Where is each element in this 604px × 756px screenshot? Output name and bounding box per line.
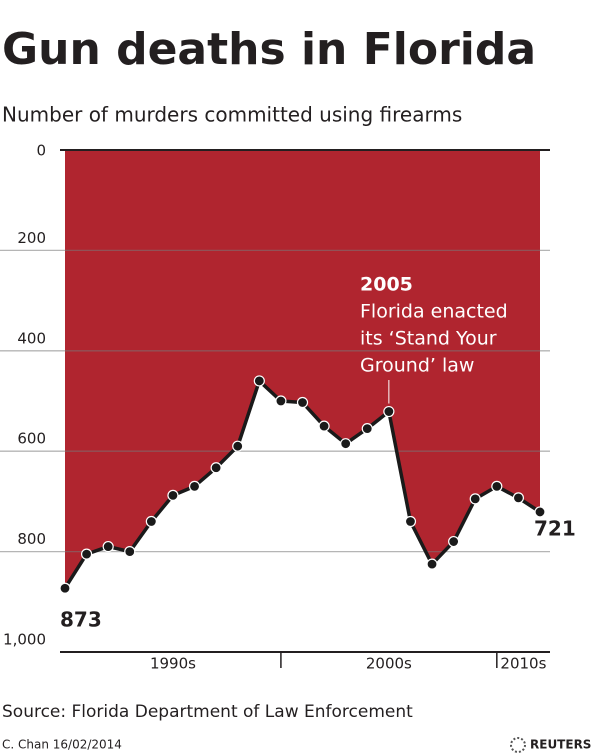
point: [296, 396, 309, 409]
point: [469, 493, 481, 505]
y-tick-label: 0: [36, 142, 46, 160]
point: [167, 489, 179, 501]
y-tick-label: 1,000: [3, 631, 46, 649]
point: [512, 492, 525, 504]
chart-subtitle: Number of murders committed using firear…: [2, 103, 462, 127]
data-label: 873: [60, 608, 102, 632]
point: [340, 438, 352, 450]
data-label: 721: [534, 516, 576, 540]
y-tick-label: 800: [17, 530, 46, 548]
point: [188, 480, 201, 492]
area: [65, 150, 540, 589]
source: Source: Florida Department of Law Enforc…: [2, 702, 413, 722]
point: [210, 462, 222, 474]
point: [80, 548, 93, 560]
credit: C. Chan 16/02/2014: [2, 738, 122, 752]
chart-title: Gun deaths in Florida: [2, 24, 536, 75]
point: [124, 545, 136, 558]
point: [383, 405, 395, 418]
logo-icon: [510, 737, 526, 753]
logo: REUTERS: [530, 738, 591, 752]
annotation-text: Ground’ law: [360, 355, 474, 377]
point: [275, 395, 287, 407]
y-tick-label: 600: [17, 430, 46, 448]
point: [534, 506, 546, 518]
annotation-text: Florida enacted: [360, 301, 508, 323]
point: [253, 375, 265, 387]
point: [404, 515, 417, 528]
x-group-label: 1990s: [150, 655, 196, 673]
point: [59, 582, 71, 594]
x-group-label: 2000s: [366, 655, 412, 673]
point: [361, 423, 373, 435]
point: [318, 420, 330, 432]
point: [145, 515, 157, 528]
point: [426, 558, 438, 570]
y-tick-label: 400: [17, 329, 46, 347]
point: [491, 480, 503, 492]
point: [448, 535, 460, 548]
annotation-text: its ‘Stand Your: [360, 328, 497, 350]
point: [102, 540, 114, 553]
annotation-title: 2005: [360, 274, 413, 296]
y-tick-label: 200: [17, 229, 46, 247]
x-group-label: 2010s: [500, 655, 546, 673]
point: [232, 440, 244, 452]
